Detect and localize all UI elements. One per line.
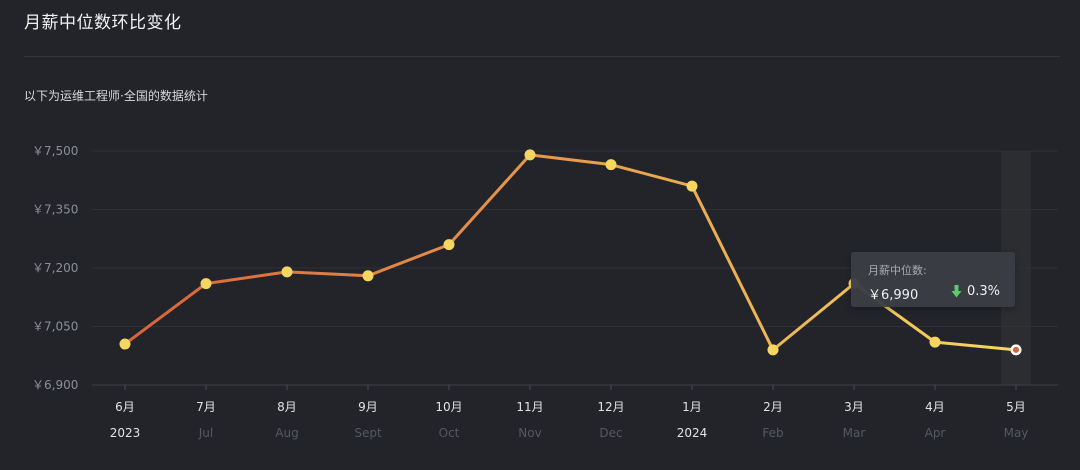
x-year-label: 2023 bbox=[110, 426, 141, 440]
x-year-label: 2024 bbox=[677, 426, 708, 440]
x-tick-label: 5月 bbox=[1006, 400, 1026, 414]
x-tick-label: 1月 bbox=[682, 400, 702, 414]
x-month-sublabel: Apr bbox=[925, 426, 946, 440]
y-axis-labels: ￥6,900 ￥7,050 ￥7,200 ￥7,350 ￥7,500 bbox=[32, 144, 78, 392]
x-tick-label: 9月 bbox=[358, 400, 378, 414]
x-month-sublabel: Feb bbox=[762, 426, 783, 440]
tooltip-label: 月薪中位数: bbox=[868, 264, 927, 277]
data-point[interactable] bbox=[362, 270, 374, 282]
x-month-sublabel: Dec bbox=[599, 426, 622, 440]
x-month-sublabel: May bbox=[1004, 426, 1029, 440]
x-month-sublabel: Sept bbox=[354, 426, 382, 440]
y-tick-label: ￥6,900 bbox=[32, 378, 78, 392]
x-tick-label: 4月 bbox=[925, 400, 945, 414]
data-point[interactable] bbox=[443, 239, 455, 251]
x-tick-label: 3月 bbox=[844, 400, 864, 414]
x-axis: 6月 2023 7月 Jul 8月 Aug 9月 Sept 10月 Oct 11月 Nov 12月 Dec… bbox=[110, 385, 1029, 440]
tooltip: 月薪中位数: ￥6,990 0.3% bbox=[851, 252, 1015, 307]
x-month-sublabel: Nov bbox=[518, 426, 541, 440]
x-tick-label: 2月 bbox=[763, 400, 783, 414]
tooltip-value: ￥6,990 bbox=[868, 288, 919, 303]
x-month-sublabel: Jul bbox=[198, 426, 213, 440]
y-tick-label: ￥7,500 bbox=[32, 144, 78, 158]
data-point[interactable] bbox=[686, 180, 698, 192]
x-month-sublabel: Mar bbox=[843, 426, 866, 440]
x-month-sublabel: Oct bbox=[439, 426, 460, 440]
arrow-down-icon bbox=[951, 285, 962, 298]
tooltip-change-value: 0.3% bbox=[967, 284, 1001, 299]
y-tick-label: ￥7,350 bbox=[32, 203, 78, 217]
x-tick-label: 10月 bbox=[435, 400, 462, 414]
data-point[interactable] bbox=[767, 344, 779, 356]
data-point[interactable] bbox=[119, 338, 131, 350]
data-point[interactable] bbox=[281, 266, 293, 278]
grid-lines bbox=[92, 150, 1058, 386]
chart-subtitle: 以下为运维工程师·全国的数据统计 bbox=[24, 89, 208, 103]
data-point[interactable] bbox=[605, 159, 617, 171]
tooltip-change: 0.3% bbox=[951, 284, 1000, 299]
data-point[interactable] bbox=[200, 278, 212, 290]
y-tick-label: ￥7,050 bbox=[32, 320, 78, 334]
x-tick-label: 8月 bbox=[277, 400, 297, 414]
data-point-highlighted-core bbox=[1013, 346, 1019, 353]
x-tick-label: 7月 bbox=[196, 400, 216, 414]
x-tick-label: 6月 bbox=[115, 400, 135, 414]
x-month-sublabel: Aug bbox=[275, 426, 298, 440]
header-divider bbox=[24, 56, 1060, 57]
data-point[interactable] bbox=[524, 149, 536, 161]
y-tick-label: ￥7,200 bbox=[32, 261, 78, 275]
x-tick-label: 11月 bbox=[516, 400, 543, 414]
data-point[interactable] bbox=[929, 336, 941, 348]
x-tick-label: 12月 bbox=[597, 400, 624, 414]
chart-title: 月薪中位数环比变化 bbox=[24, 13, 182, 33]
